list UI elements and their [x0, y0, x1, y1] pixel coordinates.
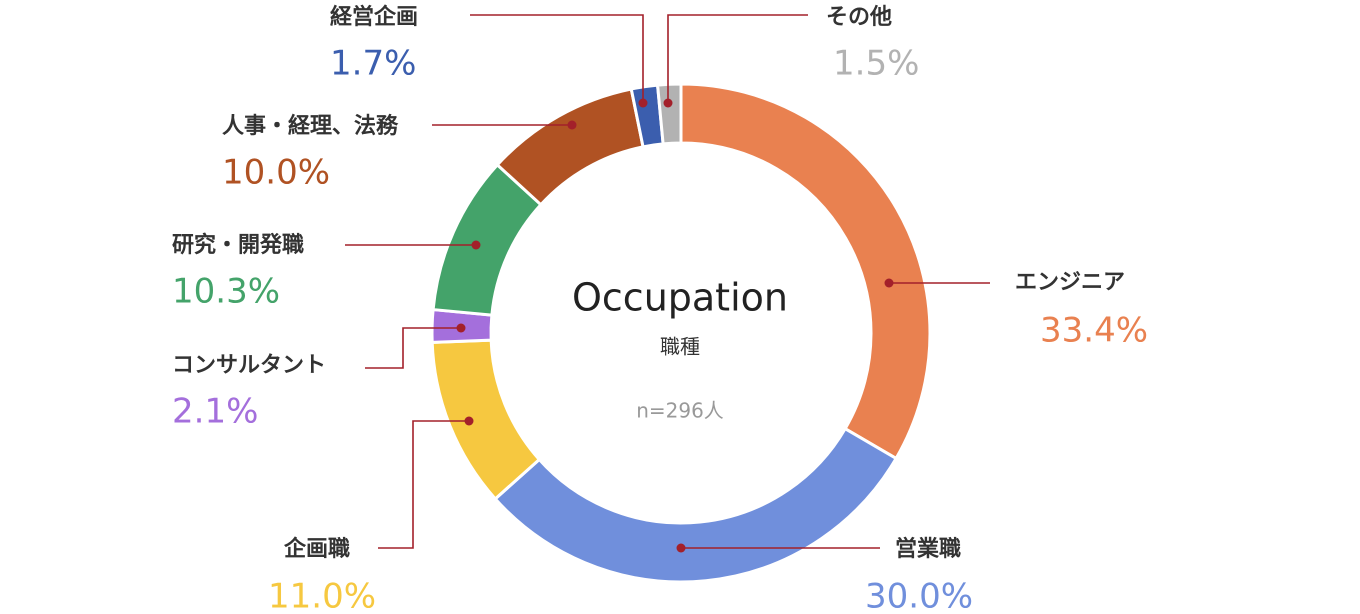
category-label: コンサルタント: [172, 353, 326, 378]
category-label: 人事・経理、法務: [222, 113, 399, 139]
leader-dot: [471, 240, 481, 250]
leader-line: [667, 14, 808, 103]
value-label: 11.0%: [268, 577, 376, 614]
center-title: Occupation: [572, 276, 788, 320]
value-label: 30.0%: [865, 577, 973, 614]
donut-slice: [679, 82, 932, 461]
leader-line: [470, 14, 644, 103]
category-label: エンジニア: [1015, 270, 1125, 295]
leader-line: [365, 327, 461, 369]
leader-dot: [663, 98, 673, 108]
donut-slice: [655, 82, 683, 146]
category-label: 営業職: [895, 536, 961, 562]
leader-dot: [464, 416, 474, 426]
leader-line: [378, 420, 469, 549]
leader-dot: [676, 543, 686, 553]
leader-dot: [456, 323, 466, 333]
category-label: その他: [826, 5, 892, 30]
category-label: 経営企画: [330, 4, 418, 30]
donut-slice: [430, 338, 542, 501]
donut-slice: [493, 426, 899, 584]
category-label: 研究・開発職: [172, 232, 304, 258]
center-note: n=296人: [636, 399, 724, 423]
value-label: 2.1%: [172, 392, 258, 432]
category-label: 企画職: [283, 536, 350, 562]
value-label: 10.3%: [172, 272, 280, 312]
value-label: 1.7%: [330, 44, 416, 84]
leader-dot: [567, 120, 577, 130]
value-label: 33.4%: [1040, 311, 1148, 351]
center-subtitle: 職種: [660, 335, 700, 359]
value-label: 1.5%: [833, 44, 919, 84]
leader-dot: [638, 98, 648, 108]
value-label: 10.0%: [222, 153, 330, 193]
leader-dot: [884, 278, 894, 288]
